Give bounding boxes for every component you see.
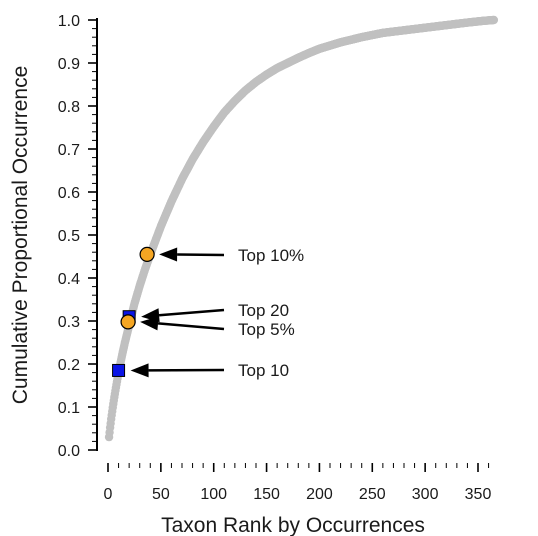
x-tick-label: 250 (359, 486, 386, 503)
annotation-label: Top 20 (238, 301, 289, 320)
axes: 0.0 0.1 0.2 0.3 0.4 0.5 0.6 0.7 0.8 0.9 1.0 0 50 100 1… (58, 13, 492, 503)
arrow-head (159, 247, 178, 262)
marker-square (112, 363, 126, 377)
arrow-shaft (158, 308, 225, 317)
x-tick-label: 300 (412, 486, 439, 503)
x-axis-title: Taxon Rank by Occurrences (161, 514, 425, 536)
y-tick-label: 0.8 (58, 99, 80, 116)
annotation-label: Top 5% (238, 320, 295, 339)
y-tick-label: 0.3 (58, 314, 80, 331)
y-tick-label: 0.6 (58, 185, 80, 202)
y-tick-label: 0.7 (58, 142, 80, 159)
x-tick-label: 0 (104, 486, 113, 503)
y-tick-label: 0.9 (58, 56, 80, 73)
marker-circle (139, 246, 155, 262)
marker-circle (120, 314, 136, 330)
y-tick-label: 0.1 (58, 400, 80, 417)
x-tick-label: 50 (152, 486, 170, 503)
curve-point (489, 15, 499, 25)
x-tick-label: 100 (200, 486, 227, 503)
y-tick-label: 0.4 (58, 271, 80, 288)
y-tick-label: 0.0 (58, 443, 80, 460)
x-tick-label: 350 (465, 486, 492, 503)
y-tick-label: 1.0 (58, 13, 80, 30)
arrow-shaft (157, 322, 225, 331)
arrow-head (130, 363, 149, 378)
x-tick-label: 150 (253, 486, 280, 503)
x-tick-label: 200 (306, 486, 333, 503)
annotation-label: Top 10% (238, 246, 304, 265)
y-tick-label: 0.2 (58, 357, 80, 374)
markers (112, 246, 155, 377)
y-axis-title: Cumulative Proportional Occurrence (9, 66, 32, 404)
arrow-head (140, 316, 159, 331)
cumulative-curve (104, 15, 499, 442)
y-tick-label: 0.5 (58, 228, 80, 245)
annotation-label: Top 10 (238, 361, 289, 380)
